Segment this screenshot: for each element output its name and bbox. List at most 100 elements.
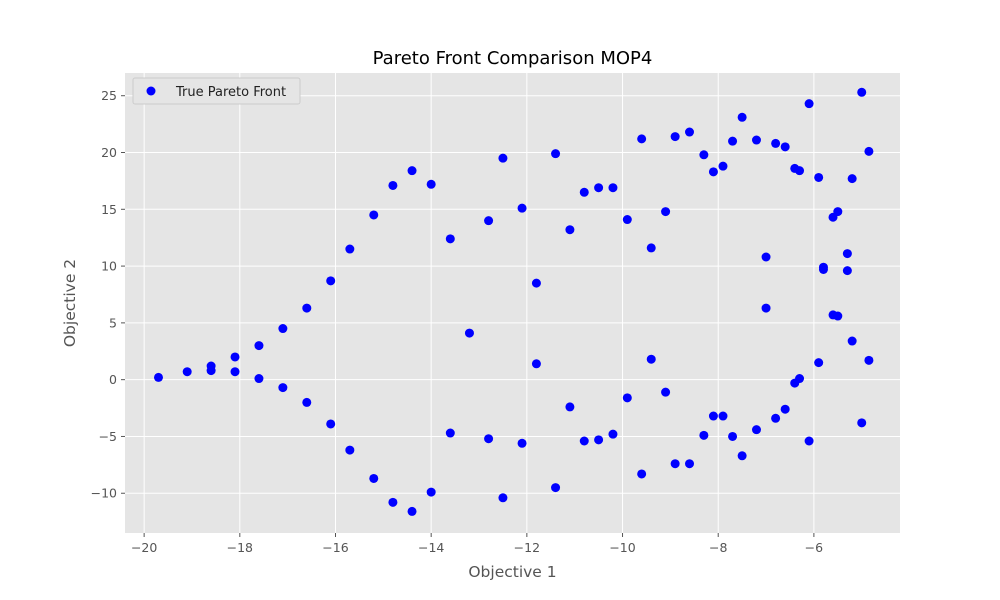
data-point	[278, 324, 288, 334]
data-point	[751, 135, 761, 145]
data-point	[551, 483, 561, 493]
data-point	[670, 132, 680, 142]
data-point	[708, 167, 718, 177]
data-point	[685, 459, 695, 469]
data-point	[818, 264, 828, 274]
data-point	[637, 134, 647, 144]
legend-box	[132, 77, 301, 105]
x-tick-label: −16	[322, 540, 348, 555]
data-point	[622, 393, 632, 403]
data-point	[302, 303, 312, 313]
data-point	[254, 374, 264, 384]
data-point	[594, 435, 604, 445]
data-point	[842, 266, 852, 276]
data-point	[771, 138, 781, 148]
data-point	[804, 436, 814, 446]
legend-label: True Pareto Front	[175, 85, 286, 100]
data-point	[369, 473, 379, 483]
data-point	[565, 225, 575, 235]
data-point	[498, 153, 508, 163]
x-axis-label: Objective 1	[468, 563, 556, 581]
legend: True Pareto Front	[132, 77, 301, 105]
y-tick-label: 10	[101, 259, 117, 274]
data-point	[699, 150, 709, 160]
x-tick-label: −18	[227, 540, 253, 555]
y-tick-label: −10	[91, 486, 117, 501]
data-point	[445, 234, 455, 244]
data-point	[728, 431, 738, 441]
data-point	[833, 311, 843, 321]
data-point	[206, 361, 216, 371]
data-point	[153, 372, 163, 382]
data-point	[718, 161, 728, 171]
data-point	[761, 252, 771, 262]
data-point	[685, 127, 695, 137]
data-point	[699, 430, 709, 440]
data-point	[326, 419, 336, 429]
data-point	[833, 207, 843, 217]
data-point	[388, 497, 398, 507]
data-point	[326, 276, 336, 286]
y-tick-label: 15	[101, 202, 117, 217]
data-point	[751, 425, 761, 435]
x-tick-labels: −20 −18 −16 −14 −12 −10 −8 −6	[131, 533, 823, 555]
data-point	[278, 383, 288, 393]
data-point	[857, 418, 867, 428]
data-point	[864, 355, 874, 365]
x-tick-label: −20	[131, 540, 157, 555]
data-point	[565, 402, 575, 412]
data-point	[407, 166, 417, 176]
data-point	[531, 278, 541, 288]
data-point	[637, 469, 647, 479]
data-point	[369, 210, 379, 220]
data-point	[388, 180, 398, 190]
data-point	[464, 328, 474, 338]
data-point	[608, 183, 618, 193]
data-point	[426, 487, 436, 497]
plot-area	[125, 73, 900, 533]
data-point	[484, 216, 494, 226]
data-point	[857, 87, 867, 97]
data-point	[728, 136, 738, 146]
data-point	[708, 411, 718, 421]
data-point	[426, 179, 436, 189]
data-point	[622, 215, 632, 225]
data-point	[795, 166, 805, 176]
data-point	[345, 244, 355, 254]
data-point	[771, 413, 781, 423]
y-tick-label: −5	[99, 429, 117, 444]
y-tick-labels: −10 −5 0 5 10 15 20 25	[91, 88, 125, 501]
data-point	[498, 493, 508, 503]
data-point	[804, 99, 814, 109]
data-point	[302, 397, 312, 407]
legend-marker	[146, 86, 156, 96]
data-point	[551, 149, 561, 159]
data-point	[182, 367, 192, 377]
x-tick-label: −14	[418, 540, 444, 555]
data-point	[814, 358, 824, 368]
y-tick-label: 25	[101, 88, 117, 103]
data-point	[646, 243, 656, 253]
data-point	[230, 352, 240, 362]
data-point	[737, 451, 747, 461]
data-point	[661, 207, 671, 217]
y-tick-label: 20	[101, 145, 117, 160]
y-tick-label: 5	[109, 315, 117, 330]
data-point	[345, 445, 355, 455]
data-point	[814, 172, 824, 182]
data-point	[661, 387, 671, 397]
x-tick-label: −6	[805, 540, 823, 555]
data-point	[847, 174, 857, 184]
y-tick-label: 0	[109, 372, 117, 387]
data-point	[594, 183, 604, 193]
data-point	[780, 404, 790, 414]
data-point	[579, 436, 589, 446]
data-point	[608, 429, 618, 439]
data-point	[842, 249, 852, 259]
grid-lines	[125, 73, 900, 533]
data-point	[670, 459, 680, 469]
data-point	[531, 359, 541, 369]
data-point	[230, 367, 240, 377]
data-point	[254, 341, 264, 351]
